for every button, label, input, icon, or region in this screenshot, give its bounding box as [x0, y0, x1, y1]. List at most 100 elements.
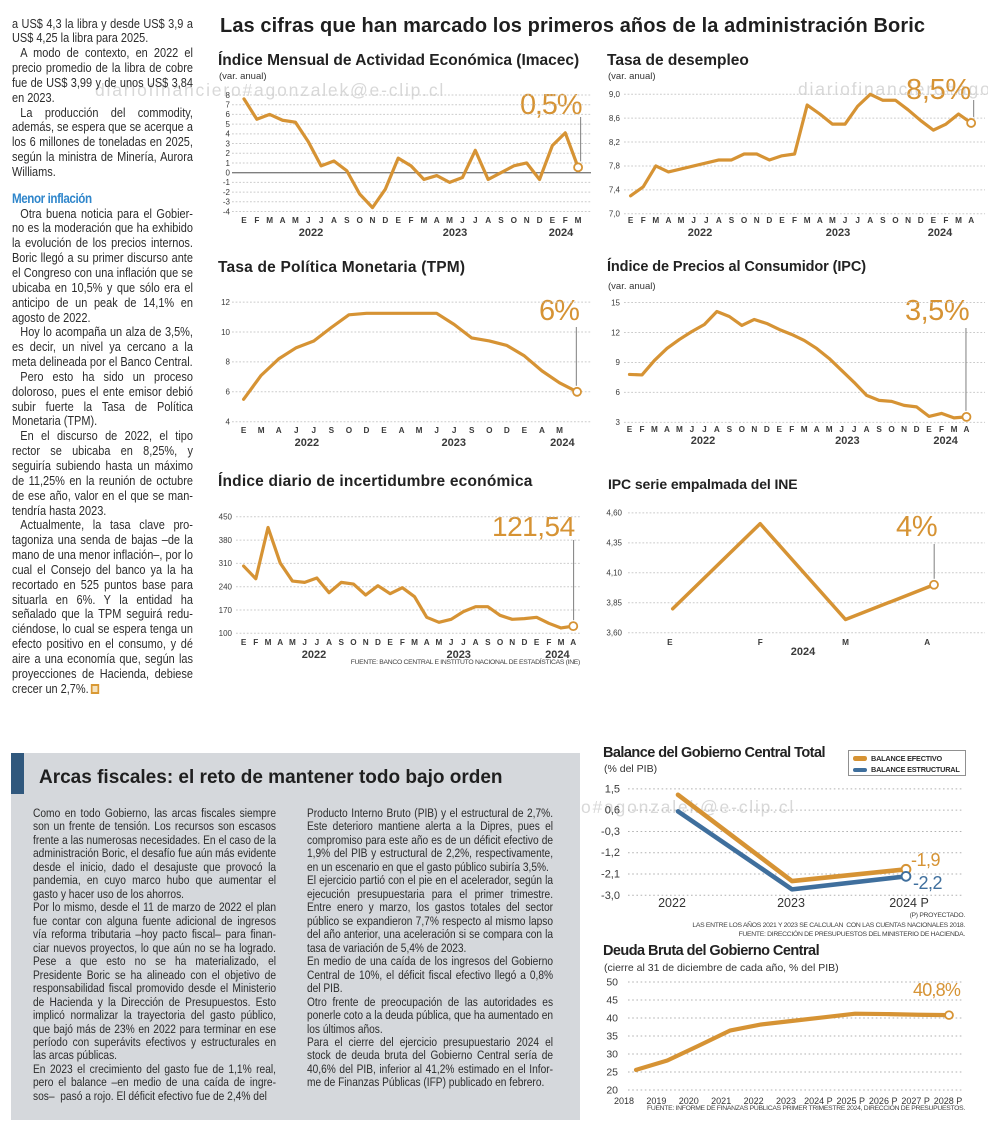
svg-text:O: O [350, 638, 357, 647]
svg-text:F: F [943, 216, 948, 225]
svg-text:E: E [241, 638, 247, 647]
svg-text:M: M [842, 638, 849, 647]
svg-text:M: M [289, 638, 296, 647]
svg-text:4,10: 4,10 [606, 569, 622, 578]
svg-text:F: F [939, 425, 944, 434]
svg-text:2023: 2023 [777, 896, 805, 910]
svg-text:2019: 2019 [646, 1096, 666, 1106]
svg-text:S: S [344, 216, 350, 225]
svg-text:7,8: 7,8 [609, 162, 621, 171]
svg-text:J: J [294, 426, 299, 435]
svg-text:E: E [931, 216, 937, 225]
svg-text:4: 4 [226, 418, 231, 427]
svg-text:J: J [691, 216, 696, 225]
svg-text:E: E [381, 426, 387, 435]
svg-text:2025 P: 2025 P [837, 1096, 866, 1106]
svg-text:M: M [266, 216, 273, 225]
svg-text:2023: 2023 [826, 227, 850, 239]
svg-text:J: J [843, 216, 848, 225]
svg-text:6: 6 [616, 388, 621, 397]
svg-text:-3: -3 [223, 198, 231, 207]
svg-text:J: J [855, 216, 860, 225]
svg-text:2023: 2023 [446, 649, 470, 661]
svg-text:A: A [434, 216, 440, 225]
svg-text:8: 8 [226, 91, 231, 100]
svg-text:E: E [550, 216, 556, 225]
svg-text:E: E [777, 425, 783, 434]
svg-text:D: D [914, 425, 920, 434]
svg-text:380: 380 [219, 536, 233, 545]
svg-text:40: 40 [606, 1013, 618, 1025]
svg-text:N: N [905, 216, 911, 225]
svg-text:A: A [485, 216, 491, 225]
svg-text:D: D [766, 216, 772, 225]
svg-text:N: N [509, 638, 515, 647]
svg-text:D: D [537, 216, 543, 225]
svg-text:D: D [504, 426, 510, 435]
svg-text:M: M [416, 426, 423, 435]
svg-text:2: 2 [226, 149, 231, 158]
svg-text:-1,2: -1,2 [601, 847, 620, 859]
svg-text:O: O [346, 426, 353, 435]
svg-text:J: J [449, 638, 454, 647]
svg-text:E: E [534, 638, 540, 647]
svg-text:A: A [814, 425, 820, 434]
svg-text:1: 1 [226, 159, 231, 168]
svg-text:-0,3: -0,3 [601, 826, 620, 838]
svg-text:M: M [556, 426, 563, 435]
svg-text:J: J [460, 216, 465, 225]
svg-text:2026 P: 2026 P [869, 1096, 898, 1106]
svg-text:2018: 2018 [614, 1096, 634, 1106]
svg-text:E: E [667, 638, 673, 647]
svg-text:A: A [714, 425, 720, 434]
svg-text:7,0: 7,0 [609, 210, 621, 219]
svg-text:M: M [826, 425, 833, 434]
svg-text:A: A [867, 216, 873, 225]
svg-text:E: E [926, 425, 932, 434]
svg-text:E: E [387, 638, 393, 647]
svg-text:O: O [511, 216, 518, 225]
svg-text:M: M [829, 216, 836, 225]
svg-text:J: J [452, 426, 457, 435]
svg-text:8,2: 8,2 [609, 138, 621, 147]
svg-text:5: 5 [226, 120, 231, 129]
svg-text:2022: 2022 [744, 1096, 764, 1106]
svg-text:2024: 2024 [545, 649, 570, 661]
svg-text:3,85: 3,85 [606, 599, 622, 608]
svg-text:7: 7 [226, 101, 231, 110]
svg-text:45: 45 [606, 995, 618, 1007]
svg-text:8,6: 8,6 [609, 114, 621, 123]
svg-text:12: 12 [611, 328, 620, 337]
svg-text:F: F [758, 638, 763, 647]
svg-text:A: A [276, 426, 282, 435]
svg-text:F: F [789, 425, 794, 434]
svg-text:N: N [524, 216, 530, 225]
svg-text:F: F [641, 216, 646, 225]
svg-text:A: A [665, 216, 671, 225]
svg-text:9,0: 9,0 [609, 90, 621, 99]
svg-text:M: M [651, 425, 658, 434]
svg-text:20: 20 [606, 1085, 618, 1097]
svg-text:S: S [485, 638, 491, 647]
svg-text:A: A [424, 638, 430, 647]
svg-text:4,60: 4,60 [606, 509, 622, 518]
svg-text:M: M [292, 216, 299, 225]
svg-text:O: O [486, 426, 493, 435]
svg-text:-2,1: -2,1 [601, 869, 620, 881]
svg-text:J: J [702, 425, 707, 434]
svg-text:2021: 2021 [711, 1096, 731, 1106]
svg-text:M: M [804, 216, 811, 225]
svg-text:A: A [716, 216, 722, 225]
svg-text:M: M [575, 216, 582, 225]
svg-text:N: N [901, 425, 907, 434]
svg-text:F: F [546, 638, 551, 647]
svg-text:M: M [265, 638, 272, 647]
svg-text:J: J [302, 638, 307, 647]
svg-text:2022: 2022 [302, 649, 326, 661]
svg-text:2024: 2024 [933, 435, 958, 447]
svg-text:J: J [704, 216, 709, 225]
svg-text:100: 100 [219, 629, 233, 638]
svg-text:A: A [817, 216, 823, 225]
svg-text:450: 450 [219, 513, 233, 522]
svg-text:J: J [461, 638, 466, 647]
